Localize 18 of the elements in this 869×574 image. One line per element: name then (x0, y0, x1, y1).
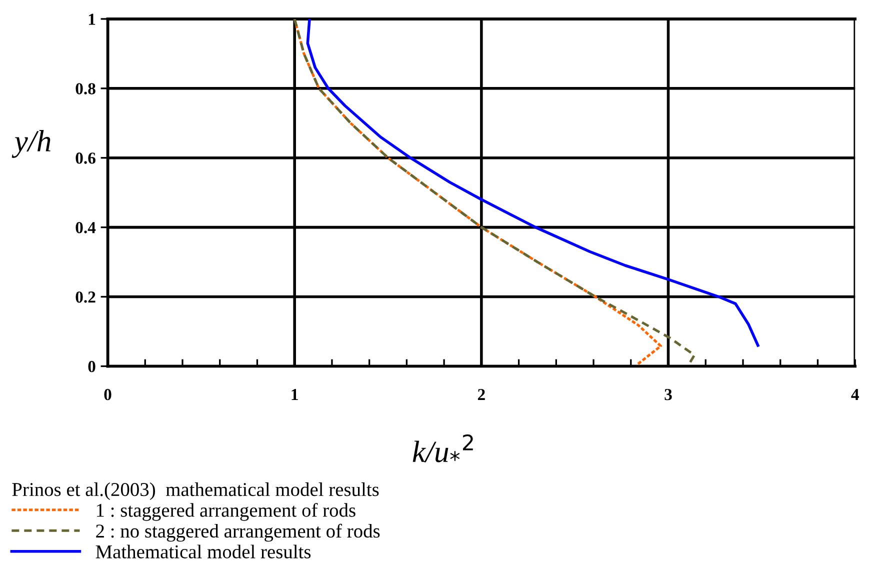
legend-label: 2 : no staggered arrangement of rods (96, 524, 380, 542)
x-tick-label: 4 (851, 389, 859, 400)
y-tick-label: 0.2 (76, 291, 96, 303)
x-tick-label: 2 (478, 388, 485, 400)
x-tick-label: 3 (664, 388, 672, 400)
legend-title: Prinos et al.(2003) mathematical model results (12, 482, 379, 500)
legend-label: 1 : staggered arrangement of rods (96, 502, 356, 521)
y-tick-label: 1 (88, 14, 96, 25)
x-tick-label: 0 (104, 388, 112, 400)
y-axis-title: y/h (12, 130, 50, 158)
legend-label: Mathematical model results (96, 544, 311, 558)
x-axis-title: k/u$_{*}$$^{2}$ (412, 434, 473, 462)
y-tick-label: 0.8 (76, 83, 96, 94)
x-tick-label: 1 (292, 388, 298, 400)
y-tick-label: 0 (88, 360, 96, 372)
y-tick-label: 0.4 (76, 222, 96, 234)
line-series (306, 18, 760, 347)
y-tick-label: 0.6 (76, 152, 96, 164)
